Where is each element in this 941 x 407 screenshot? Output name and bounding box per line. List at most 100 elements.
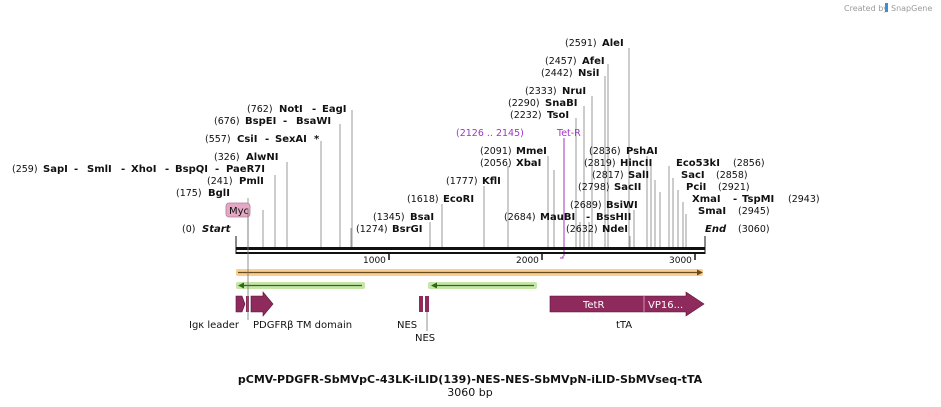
primer-name: Tet-R	[556, 128, 581, 139]
site-name: PaeR7I	[226, 164, 265, 175]
primer-marker-icon	[560, 138, 565, 259]
site-name: BspEI	[245, 116, 276, 127]
end-pos: (3060)	[738, 224, 770, 235]
orf-green-arrow	[428, 282, 537, 289]
tta-feature: TetR VP16...	[549, 291, 705, 317]
site-pos: (2591)	[565, 38, 597, 49]
site-name: AlwNI	[246, 152, 279, 163]
site-name: TsoI	[547, 110, 569, 121]
site-pos: (241)	[207, 176, 233, 187]
site-name: NsiI	[578, 68, 599, 79]
site-name: MmeI	[516, 146, 547, 157]
site-name: SalI	[628, 170, 649, 181]
site-name: EagI	[322, 104, 346, 115]
primer-range: (2126 .. 2145)	[456, 128, 524, 139]
nes2-label: NES	[415, 333, 435, 344]
site-pos: (2945)	[738, 206, 770, 217]
site-pos: (1345)	[373, 212, 405, 223]
site-name: XhoI	[131, 164, 156, 175]
site-pos: (175)	[176, 188, 202, 199]
site-name: PciI	[686, 182, 706, 193]
site-pos: (2921)	[718, 182, 750, 193]
site-name: BspQI	[175, 164, 208, 175]
site-name: AleI	[602, 38, 624, 49]
site-pos: (2819)	[584, 158, 616, 169]
site-name: PmlI	[239, 176, 264, 187]
site-sep: -	[165, 164, 169, 175]
credit-brand: SnapGene	[891, 4, 932, 13]
snapgene-logo-icon	[885, 3, 888, 12]
site-pos: (259)	[12, 164, 38, 175]
igk-leader-feature	[235, 295, 246, 313]
vp16-label: VP16...	[648, 300, 683, 311]
tta-label: tTA	[616, 320, 632, 331]
site-pos: (2091)	[480, 146, 512, 157]
site-name: SmaI	[698, 206, 726, 217]
site-lines	[247, 48, 687, 247]
site-name: XmaI	[692, 194, 721, 205]
site-name: KflI	[482, 176, 501, 187]
orf-green-arrow	[236, 282, 365, 289]
start-pos: (0)	[182, 224, 195, 235]
site-labels: (259) SapI - SmlI - XhoI - BspQI - PaeR7…	[12, 38, 820, 235]
site-name: NruI	[562, 86, 586, 97]
site-pos: (2290)	[508, 98, 540, 109]
end-label: End	[705, 224, 727, 235]
map-title: pCMV-PDGFR-SbMVpC-43LK-iLID(139)-NES-NES…	[238, 373, 703, 386]
site-name: SacII	[614, 182, 641, 193]
site-name: BsaI	[410, 212, 434, 223]
site-name: HincII	[620, 158, 652, 169]
site-name: MauBI	[540, 212, 575, 223]
site-pos: (2333)	[525, 86, 557, 97]
site-sep: -	[74, 164, 78, 175]
backbone	[235, 236, 706, 254]
site-name: SapI	[43, 164, 68, 175]
site-sep: -	[312, 104, 316, 115]
ruler-tick-label: 3000	[669, 256, 692, 266]
site-pos: (2858)	[716, 170, 748, 181]
tetr-label: TetR	[582, 300, 604, 311]
site-name: SnaBI	[545, 98, 577, 109]
site-pos: (762)	[247, 104, 273, 115]
site-pos: (2817)	[592, 170, 624, 181]
myc-tag: Myc	[225, 202, 251, 218]
myc-label: Myc	[229, 206, 249, 217]
site-name: BsaWI	[296, 116, 331, 127]
nes1-label: NES	[397, 320, 417, 331]
site-pos: (2442)	[541, 68, 573, 79]
site-name: TspMI	[742, 194, 774, 205]
site-pos: (2689)	[570, 200, 602, 211]
site-pos: (2798)	[578, 182, 610, 193]
site-name: XbaI	[516, 158, 541, 169]
site-name: Eco53kI	[676, 158, 720, 169]
site-sep: -	[265, 134, 269, 145]
orf-orange-arrow	[236, 269, 703, 276]
site-pos: (2056)	[480, 158, 512, 169]
site-pos: (1274)	[356, 224, 388, 235]
credit-prefix: Created by	[844, 4, 888, 13]
site-name: SacI	[681, 170, 705, 181]
site-name: PshAI	[626, 146, 658, 157]
site-name: EcoRI	[443, 194, 474, 205]
site-name: AfeI	[582, 56, 605, 67]
site-pos: (2943)	[788, 194, 820, 205]
pdgfr-label: PDGFRβ TM domain	[253, 320, 352, 331]
site-sep: -	[121, 164, 125, 175]
ruler-tick-label: 1000	[363, 256, 386, 266]
site-name: BglI	[208, 188, 230, 199]
site-pos: (326)	[214, 152, 240, 163]
site-star: *	[314, 134, 320, 145]
ruler: 1000 2000 3000	[363, 254, 696, 266]
site-pos: (676)	[214, 116, 240, 127]
site-pos: (1618)	[407, 194, 439, 205]
site-name: BsiWI	[606, 200, 638, 211]
igk-label: Igκ leader	[189, 320, 240, 331]
site-name: BssHII	[596, 212, 631, 223]
site-name: NotI	[279, 104, 303, 115]
site-name: NdeI	[602, 224, 628, 235]
site-sep: -	[586, 212, 590, 223]
site-name: SexAI	[275, 134, 307, 145]
site-pos: (2836)	[589, 146, 621, 157]
site-name: SmlI	[87, 164, 112, 175]
